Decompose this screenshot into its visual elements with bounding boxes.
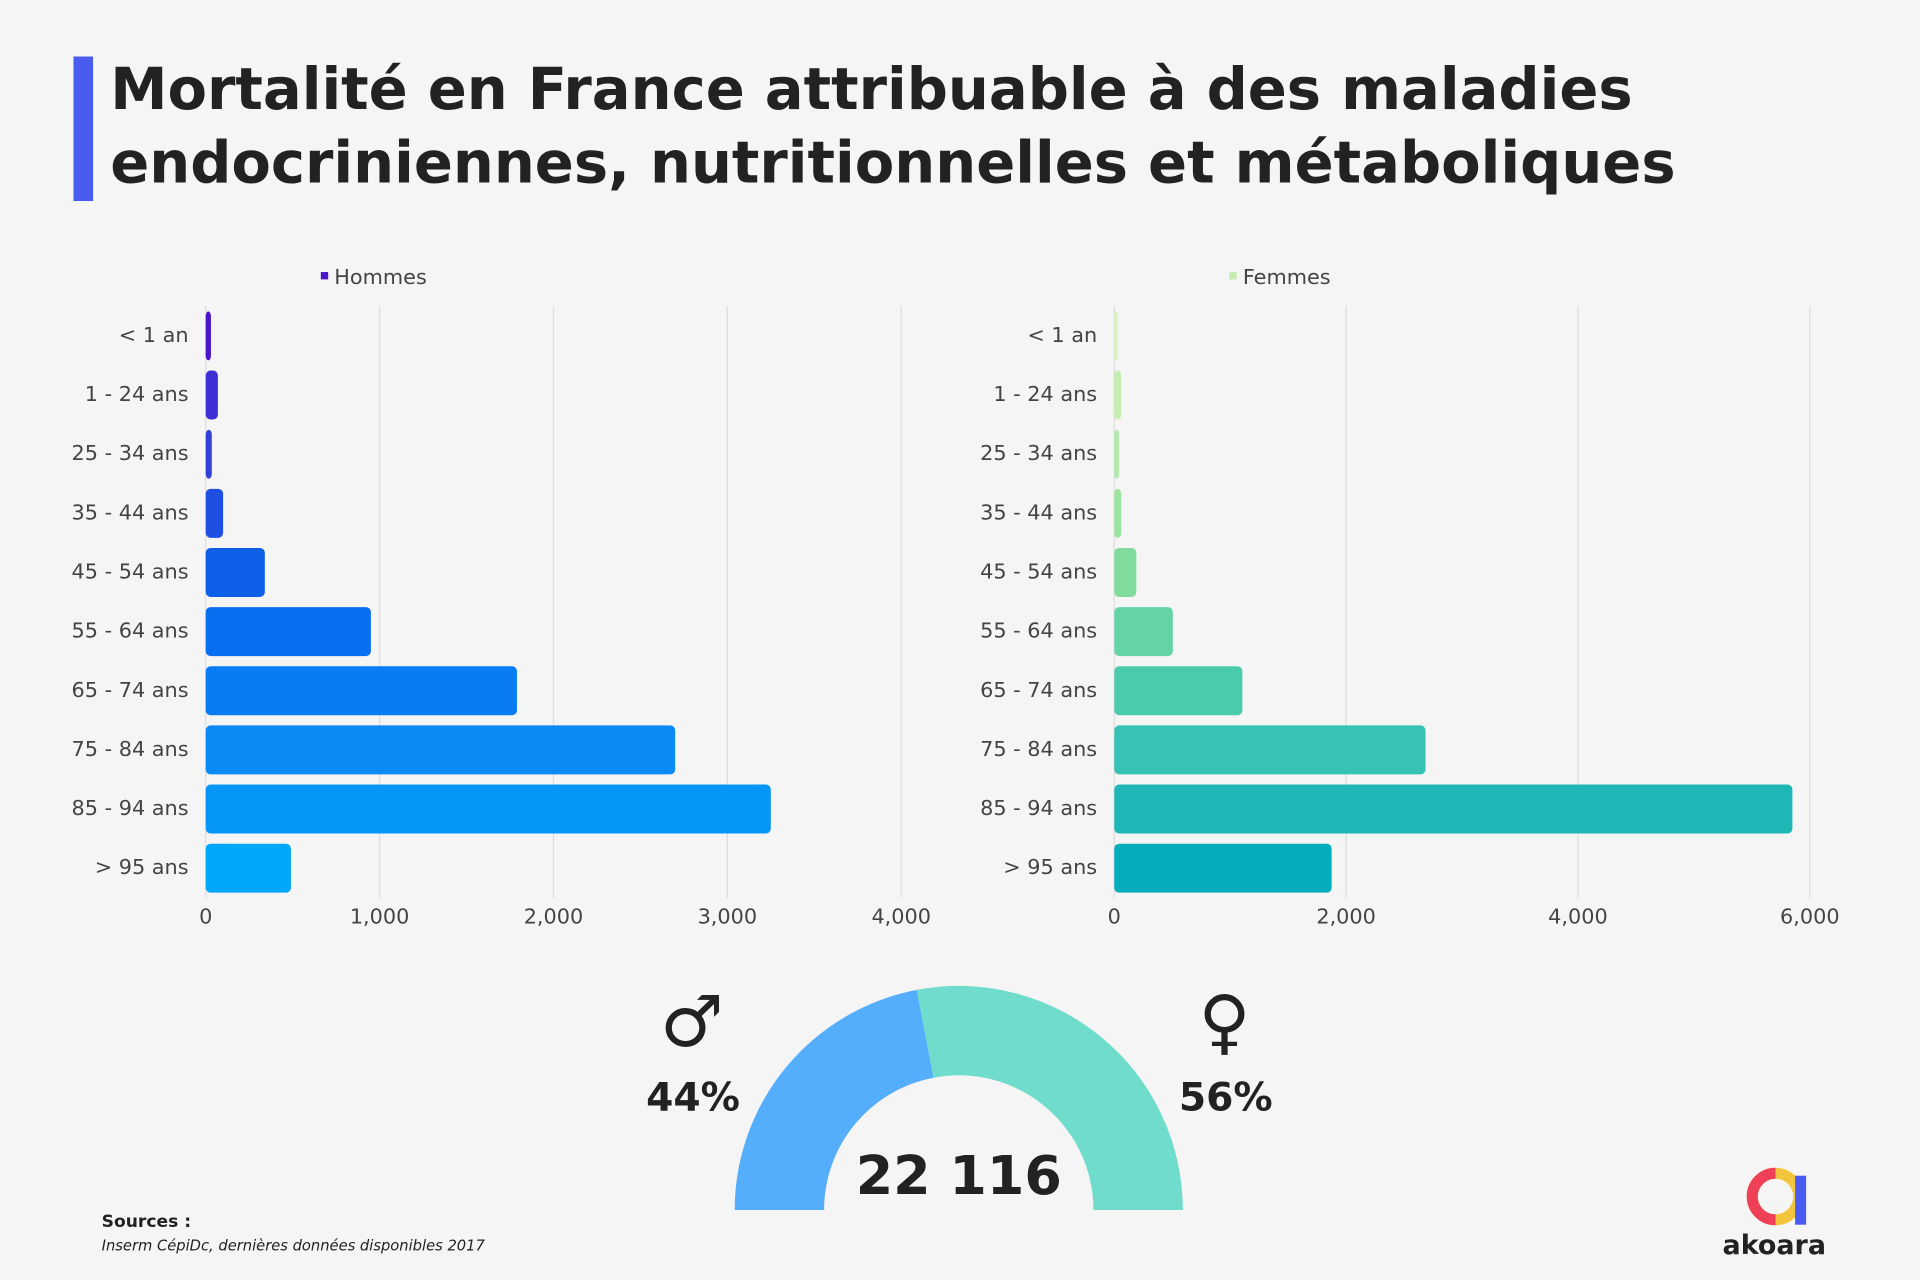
y-tick-label: 25 - 34 ans — [980, 441, 1097, 465]
x-tick-label: 6,000 — [1780, 904, 1840, 928]
bar — [1114, 666, 1243, 716]
legend-label: Femmes — [1243, 265, 1331, 289]
y-tick-label: 35 - 44 ans — [980, 500, 1097, 524]
y-tick-label: 85 - 94 ans — [980, 796, 1097, 820]
y-tick-label: 65 - 74 ans — [72, 678, 189, 702]
bar — [1114, 725, 1426, 775]
y-tick-label: > 95 ans — [95, 855, 189, 879]
gender-symbol: ♀ — [1198, 980, 1250, 1063]
y-tick-label: 45 - 54 ans — [72, 559, 189, 583]
y-tick-label: < 1 an — [119, 323, 189, 347]
bar — [205, 370, 218, 420]
x-tick-label: 2,000 — [524, 904, 584, 928]
value-label: 44% — [646, 1075, 740, 1120]
value-label: 56% — [1179, 1075, 1273, 1120]
logo-text: akoara — [1723, 1230, 1826, 1261]
bar — [1114, 488, 1122, 538]
bar — [205, 843, 291, 893]
bar — [1114, 547, 1137, 597]
logo: akoara — [1723, 1167, 1826, 1261]
y-tick-label: 65 - 74 ans — [980, 678, 1097, 702]
y-tick-label: 55 - 64 ans — [72, 619, 189, 643]
y-tick-label: 85 - 94 ans — [72, 796, 189, 820]
bar — [205, 547, 265, 597]
x-tick-label: 4,000 — [871, 904, 931, 928]
legend-label: Hommes — [334, 265, 427, 289]
title-line: Mortalité en France attribuable à des ma… — [110, 56, 1632, 123]
bar — [205, 488, 224, 538]
gauge-segment — [916, 985, 1183, 1210]
bar — [205, 607, 371, 657]
y-tick-label: 45 - 54 ans — [980, 559, 1097, 583]
logo-stem — [1795, 1175, 1807, 1225]
sources-label: Sources : — [102, 1212, 192, 1232]
x-tick-label: 2,000 — [1316, 904, 1376, 928]
y-tick-label: 1 - 24 ans — [85, 382, 189, 406]
legend-marker — [320, 272, 329, 280]
y-tick-label: 35 - 44 ans — [72, 500, 189, 524]
x-tick-label: 4,000 — [1548, 904, 1608, 928]
y-tick-label: > 95 ans — [1003, 855, 1097, 879]
x-tick-label: 3,000 — [698, 904, 758, 928]
x-tick-label: 0 — [1108, 904, 1121, 928]
bar — [205, 311, 211, 361]
bar — [1114, 843, 1332, 893]
gauge-segment — [734, 989, 934, 1210]
y-tick-label: < 1 an — [1027, 323, 1097, 347]
title-accent — [73, 56, 94, 202]
center-label: 22 116 — [856, 1144, 1062, 1207]
bar — [1114, 370, 1122, 420]
bar — [1114, 429, 1119, 479]
sources: Inserm CépiDc, dernières données disponi… — [102, 1238, 486, 1255]
legend-marker — [1229, 272, 1237, 280]
y-tick-label: 75 - 84 ans — [72, 737, 189, 761]
bar — [205, 666, 517, 716]
bar — [1114, 784, 1793, 834]
bar — [1114, 311, 1118, 361]
x-tick-label: 0 — [199, 904, 212, 928]
bar — [1114, 607, 1173, 657]
title-line: endocriniennes, nutritionnelles et métab… — [110, 129, 1675, 196]
x-tick-label: 1,000 — [350, 904, 410, 928]
y-tick-label: 75 - 84 ans — [980, 737, 1097, 761]
logo-ring-part — [1746, 1167, 1776, 1226]
y-tick-label: 55 - 64 ans — [980, 619, 1097, 643]
gender-symbol: ♂ — [660, 980, 724, 1063]
y-tick-label: 1 - 24 ans — [993, 382, 1097, 406]
bar — [205, 725, 676, 775]
bar — [205, 784, 771, 834]
bar — [205, 429, 212, 479]
y-tick-label: 25 - 34 ans — [72, 441, 189, 465]
